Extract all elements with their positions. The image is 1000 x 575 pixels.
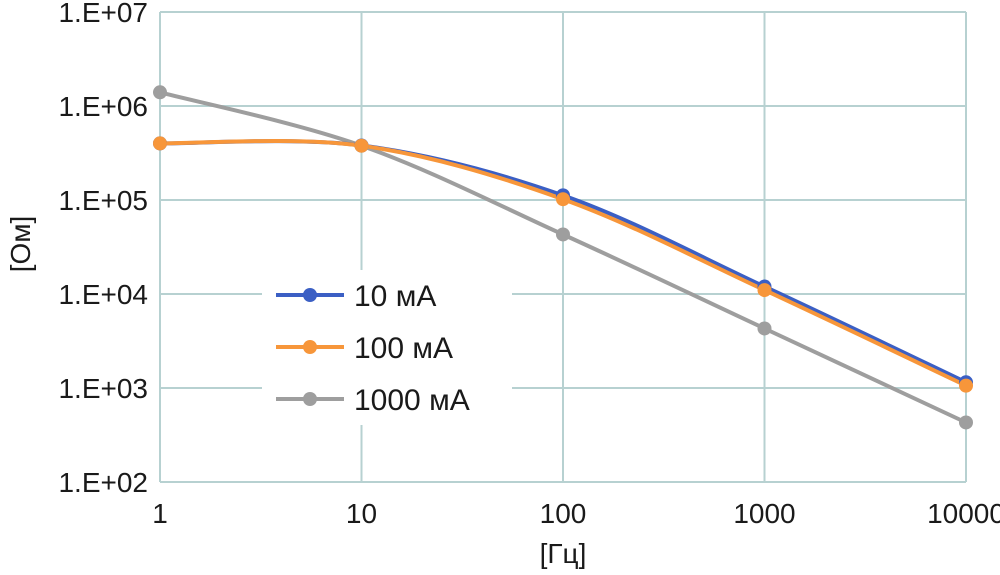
x-tick-label: 100: [540, 498, 587, 529]
y-tick-label: 1.E+02: [58, 467, 148, 498]
y-axis-title: [Ом]: [5, 216, 36, 273]
data-point: [959, 378, 973, 393]
y-tick-label: 1.E+03: [58, 373, 148, 404]
x-axis-title: [Гц]: [540, 538, 587, 569]
legend-swatch-marker: [303, 340, 317, 354]
y-tick-label: 1.E+06: [58, 91, 148, 122]
x-tick-label: 1: [152, 498, 168, 529]
x-tick-label: 1000: [733, 498, 795, 529]
data-point: [354, 138, 369, 153]
series-points: [153, 85, 973, 430]
x-tick-label: 10: [346, 498, 377, 529]
data-point: [153, 136, 167, 151]
y-tick-label: 1.E+05: [58, 185, 148, 216]
data-point: [153, 85, 167, 100]
legend-swatch-marker: [303, 392, 317, 406]
legend-swatch-marker: [303, 288, 317, 302]
data-point: [757, 283, 772, 298]
data-point: [757, 321, 772, 336]
legend: 10 мА 100 мА 1000 мА: [262, 270, 512, 425]
y-tick-label: 1.E+04: [58, 279, 148, 310]
data-point: [959, 415, 973, 430]
legend-label: 100 мА: [354, 332, 453, 365]
data-point: [556, 192, 570, 207]
legend-label: 1000 мА: [354, 384, 470, 417]
data-point: [556, 227, 570, 242]
y-tick-label: 1.E+07: [58, 0, 148, 28]
legend-label: 10 мА: [354, 280, 436, 313]
tick-labels: 1 10 100 1000 10000 1.E+02 1.E+03 1.E+04 1.E+05 1…: [58, 0, 1000, 529]
x-tick-label: 10000: [927, 498, 1000, 529]
